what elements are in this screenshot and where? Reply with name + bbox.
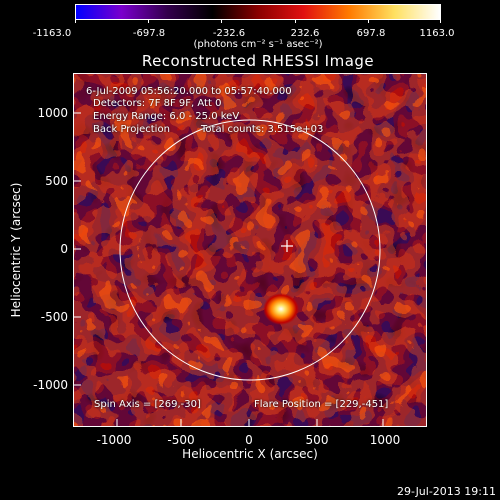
image-plot: 6-Jul-2009 05:56:20.000 to 05:57:40.000 …	[73, 73, 427, 427]
spin-axis-label: Spin Axis = [269,-30]	[94, 399, 201, 410]
y-tick-label: 0	[60, 242, 68, 256]
y-axis-label: Heliocentric Y (arcsec)	[9, 182, 23, 318]
time-range-label: 6-Jul-2009 05:56:20.000 to 05:57:40.000	[86, 86, 292, 97]
flare-source	[263, 293, 299, 325]
y-tick-label: 1000	[37, 106, 68, 120]
spin-axis-crosshair	[281, 240, 293, 252]
colorbar-tickmark	[295, 19, 296, 23]
colorbar-tick-label: -697.8	[132, 28, 166, 39]
footer-timestamp: 29-Jul-2013 19:11	[396, 485, 496, 498]
colorbar-tick-label: -232.6	[212, 28, 246, 39]
colorbar-tickmark	[440, 19, 441, 23]
colorbar-tick-label: -1163.0	[32, 28, 72, 39]
flare-position-label: Flare Position = [229,-451]	[254, 399, 389, 410]
colorbar	[75, 4, 441, 20]
colorbar-tickmark	[75, 19, 76, 23]
image-title: Reconstructed RHESSI Image	[141, 52, 375, 70]
orange-mottling	[74, 74, 426, 426]
colorbar-tickmark	[368, 19, 369, 23]
detectors-label: Detectors: 7F 8F 9F, Att 0	[93, 98, 222, 109]
x-axis-label: Heliocentric X (arcsec)	[182, 447, 318, 461]
x-tick-label: 1000	[369, 433, 401, 447]
x-tick-label: -1000	[96, 433, 132, 447]
colorbar-tick-label: 697.8	[356, 28, 386, 39]
x-tick-label: 0	[245, 433, 253, 447]
x-tick-label: 500	[305, 433, 329, 447]
image-canvas	[74, 74, 426, 426]
total-counts-label: Total counts: 3.515e+03	[201, 124, 324, 135]
x-tick-label: -500	[167, 433, 195, 447]
method-label: Back Projection	[93, 124, 170, 135]
colorbar-tickmark	[148, 19, 149, 23]
y-tick-label: 500	[45, 174, 68, 188]
colorbar-units: (photons cm⁻² s⁻¹ asec⁻²)	[193, 39, 323, 50]
colorbar-tick-label: 1163.0	[419, 28, 455, 39]
energy-range-label: Energy Range: 6.0 - 25.0 keV	[93, 111, 240, 122]
colorbar-tick-label: 232.6	[290, 28, 320, 39]
y-tick-label: -1000	[33, 378, 68, 392]
solar-limb-circle	[119, 119, 381, 381]
y-tick-label: -500	[40, 310, 68, 324]
colorbar-tickmark	[221, 19, 222, 23]
